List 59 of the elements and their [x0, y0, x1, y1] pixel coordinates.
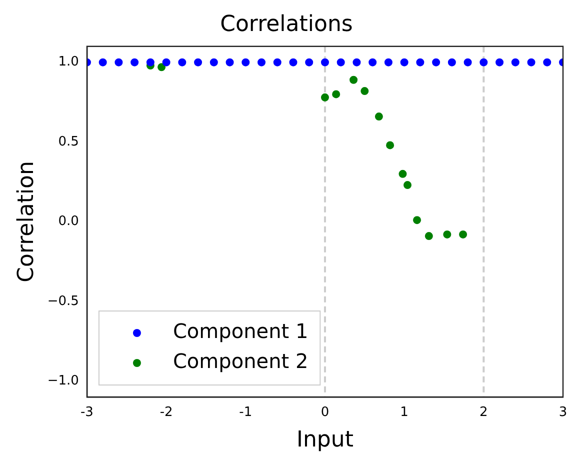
point [416, 58, 424, 66]
chart-title: Correlations [220, 12, 353, 37]
point [98, 58, 107, 66]
point [448, 58, 456, 66]
point [374, 112, 383, 121]
point [178, 58, 186, 66]
x-tick-label: -1 [239, 405, 252, 420]
point [194, 58, 202, 66]
point [398, 170, 407, 178]
point [480, 58, 488, 66]
point [162, 58, 170, 66]
point [424, 232, 433, 240]
point [146, 58, 154, 66]
point [360, 87, 369, 96]
point [511, 58, 520, 66]
x-tick-label: 1 [400, 405, 408, 420]
legend-label: Component 1 [172, 319, 308, 344]
point [400, 58, 408, 66]
y-tick-label: 0.5 [58, 134, 79, 150]
y-axis-title: Correlation [14, 161, 39, 282]
y-tick-label: 0.0 [58, 214, 79, 230]
x-tick-label: -3 [80, 405, 94, 420]
point [386, 141, 394, 150]
point [432, 58, 440, 66]
x-tick-label: 2 [480, 405, 488, 420]
point [332, 90, 340, 98]
x-tick-label: 3 [558, 405, 568, 420]
point [130, 58, 139, 66]
point [258, 58, 266, 66]
legend-label: Component 2 [172, 349, 308, 374]
point [384, 58, 392, 66]
x-tick-label: -2 [160, 405, 173, 420]
point [413, 216, 422, 224]
point [352, 58, 361, 66]
y-tick-label: −0.5 [47, 294, 79, 309]
y-tick-label: −1.0 [47, 373, 79, 388]
x-axis-title: Input [296, 428, 354, 453]
point [527, 58, 536, 66]
point [273, 58, 282, 66]
point [464, 58, 472, 66]
point [543, 58, 552, 66]
point [320, 58, 329, 66]
point [459, 230, 468, 238]
point [114, 58, 123, 66]
point [443, 230, 452, 238]
point [210, 58, 218, 66]
y-tick-label: 1.0 [58, 54, 79, 70]
point [242, 58, 250, 66]
point [158, 63, 166, 72]
point [368, 58, 377, 66]
x-tick-label: 0 [320, 405, 330, 420]
point [320, 93, 329, 102]
point [305, 58, 314, 66]
point [289, 58, 298, 66]
point [226, 58, 234, 66]
point [350, 76, 358, 84]
point [496, 58, 504, 66]
point [336, 58, 345, 66]
point [403, 181, 412, 190]
